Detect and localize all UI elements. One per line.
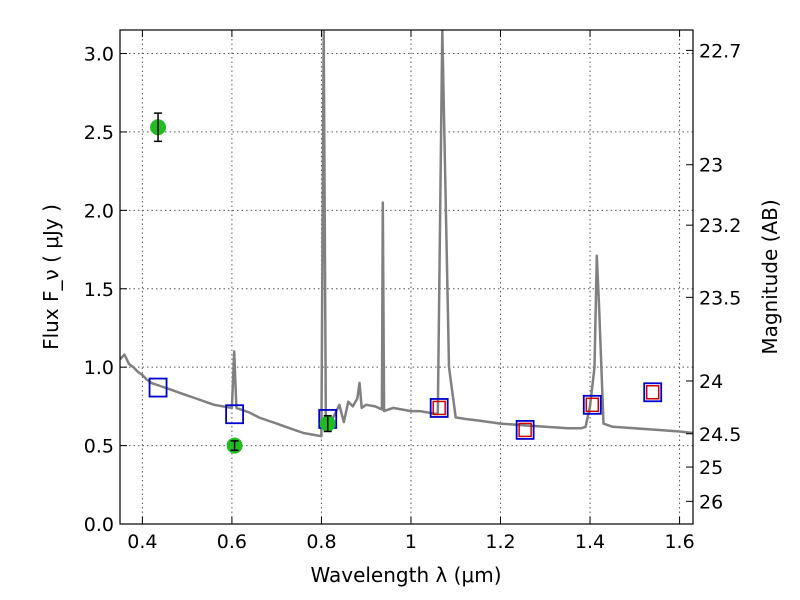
model-photometry-box xyxy=(225,404,245,425)
y2-tick-label: 22.7 xyxy=(699,40,741,62)
x-tick-label: 1.6 xyxy=(664,531,694,553)
y2-axis: 22.7 23 23.2 23.5 24 24.5 25 26 xyxy=(686,40,741,513)
y-tick-label: 1.5 xyxy=(84,279,114,301)
inner-photometry-box xyxy=(518,422,532,438)
y2-tick-label: 25 xyxy=(699,457,723,479)
model-spectrum xyxy=(120,30,693,438)
x-tick-label: 0.8 xyxy=(306,531,336,553)
x-tick-label: 1.4 xyxy=(575,531,605,553)
y2-tick-label: 24 xyxy=(699,371,723,393)
y-tick-label: 0.5 xyxy=(84,436,114,458)
y-axis: 0.0 0.5 1.0 1.5 2.0 2.5 3.0 xyxy=(84,44,127,536)
model-photometry-box xyxy=(643,382,663,403)
inner-photometry-box xyxy=(585,397,600,413)
markers xyxy=(148,112,663,454)
plot-frame xyxy=(119,29,694,525)
grid xyxy=(120,30,693,525)
y2-axis-label: Magnitude (AB) xyxy=(758,199,782,354)
x-axis: 0.4 0.6 0.8 1 1.2 1.4 1.6 xyxy=(127,30,695,553)
model-photometry-box xyxy=(148,377,168,398)
x-tick-label: 0.4 xyxy=(127,531,157,553)
model-photometry-box xyxy=(429,398,449,418)
y-axis-label: Flux F_ν ( μJy ) xyxy=(39,204,63,350)
y2-tick-label: 23.5 xyxy=(699,287,741,309)
y2-tick-label: 24.5 xyxy=(699,424,741,446)
x-tick-label: 1.2 xyxy=(485,531,515,553)
y-tick-label: 0.0 xyxy=(84,514,114,536)
y2-tick-label: 26 xyxy=(699,491,723,513)
x-tick-label: 0.6 xyxy=(217,531,247,553)
x-axis-label: Wavelength λ (μm) xyxy=(310,563,501,587)
model-photometry-box xyxy=(582,394,602,415)
inner-photometry-box xyxy=(645,385,660,400)
model-photometry-box xyxy=(515,420,535,440)
y2-tick-label: 23.2 xyxy=(699,215,741,237)
x-tick-label: 1 xyxy=(405,531,417,553)
y-tick-label: 2.5 xyxy=(84,122,114,144)
y-tick-label: 3.0 xyxy=(84,44,114,66)
y2-tick-label: 23 xyxy=(699,155,723,177)
y-tick-label: 2.0 xyxy=(84,200,114,222)
y-tick-label: 1.0 xyxy=(84,357,114,379)
inner-photometry-box xyxy=(432,400,446,416)
model-spectrum-line xyxy=(120,30,693,438)
